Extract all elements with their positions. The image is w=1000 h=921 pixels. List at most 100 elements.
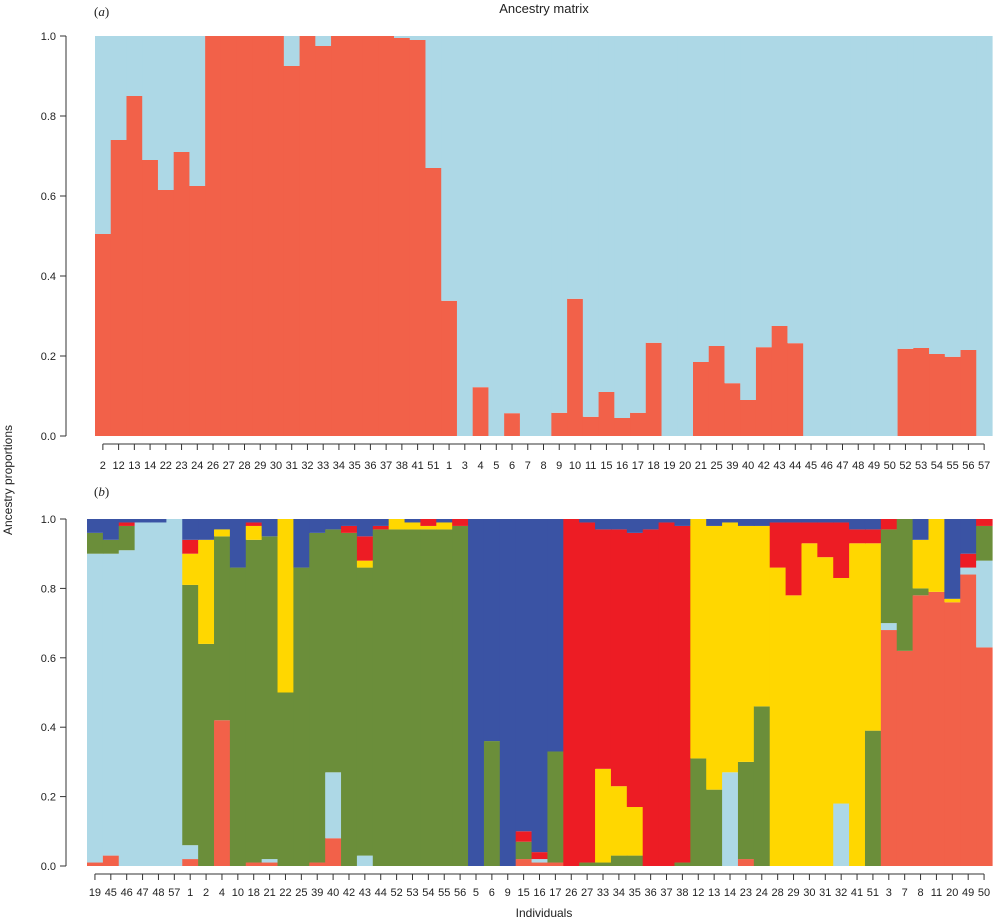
panel-a-bar-50-component-2: [881, 36, 899, 436]
panel-b-bar-50-component-3: [976, 525, 993, 561]
panel-b-bar-54-component-3: [420, 529, 437, 866]
panel-a-bar-56-component-2: [960, 36, 977, 350]
panel-a-x-tick-label-41: 41: [411, 460, 423, 472]
panel-a-bar-41-component-2: [409, 36, 427, 40]
panel-b-bar-55-component-3: [436, 529, 453, 866]
panel-b-bar-41-component-4: [849, 543, 866, 866]
panel-a-bar-39-component-1: [724, 383, 741, 436]
panel-a-x-tick-label-35: 35: [349, 460, 361, 472]
panel-a-x-tick-label-14: 14: [144, 460, 156, 472]
panel-a-y-tick-label-5: 1.0: [41, 31, 56, 43]
panel-b-bar-4-component-4: [214, 529, 231, 537]
panel-b-bar-38-component-6: [674, 519, 691, 526]
panel-a-x-tick-label-27: 27: [223, 460, 235, 472]
panel-b-bar-40-component-1: [325, 838, 342, 866]
panel-b-bar-33-component-5: [595, 529, 612, 769]
panel-b-bar-51-component-3: [864, 730, 882, 866]
panel-a-bar-30-component-1: [268, 36, 285, 436]
panel-b-bar-29-component-6: [785, 519, 803, 523]
panel-a-bar-39-component-2: [724, 36, 741, 384]
panel-b-bar-23-component-4: [737, 525, 755, 762]
panel-b-bar-44-component-6: [372, 519, 390, 526]
panel-b-x-tick-label-42: 42: [343, 887, 355, 899]
panel-b-x-tick-label-8: 8: [917, 887, 923, 899]
panel-b-bar-27-component-5: [579, 522, 596, 863]
panel-a-bar-51-component-2: [425, 36, 442, 168]
panel-a-bar-26-component-1: [205, 36, 222, 436]
panel-b-bar-43-component-4: [356, 560, 374, 568]
panel-a-y-tick-label-2: 0.4: [41, 271, 56, 283]
panel-b-bar-46-component-2: [118, 550, 136, 866]
panel-a-bar-12-component-1: [110, 140, 128, 436]
panel-a-bar-13-component-2: [126, 36, 143, 96]
panel-b-bar-55-component-6: [436, 519, 453, 523]
panel-a-bar-17-component-2: [630, 36, 647, 413]
panel-b-bar-56-component-5: [452, 519, 469, 526]
panel-a-bar-42-component-1: [755, 347, 773, 436]
panel-b-x-tick-label-3: 3: [886, 887, 892, 899]
panel-b-bar-18-component-5: [245, 522, 263, 526]
panel-b-bar-30-component-6: [801, 519, 818, 523]
panel-b-bar-34-component-5: [610, 529, 628, 787]
panel-b-bar-50-component-5: [976, 519, 993, 526]
panel-b-x-tick-label-31: 31: [819, 887, 831, 899]
panel-a-x-tick-label-45: 45: [805, 460, 817, 472]
panel-a-x-tick-label-8: 8: [540, 460, 546, 472]
panel-a-x-tick-label-26: 26: [207, 460, 219, 472]
panel-a-bar-1-component-2: [441, 36, 458, 301]
panel-a-x-tick-label-1: 1: [446, 460, 452, 472]
panel-b-bar-7-component-1: [896, 650, 914, 866]
panel-b-x-tick-label-16: 16: [533, 887, 545, 899]
panel-a-bar-36-component-1: [362, 36, 379, 436]
panel-b-bar-55-component-4: [436, 522, 453, 530]
panel-b-x-tick-label-7: 7: [902, 887, 908, 899]
panel-b-bar-2-component-3: [198, 643, 215, 866]
panel-b-bar-15-component-5: [515, 831, 533, 842]
panel-a-bar-14-component-2: [142, 36, 159, 160]
panel-b-bar-43-component-5: [356, 536, 374, 561]
panel-b-bar-21-component-2: [261, 859, 279, 863]
panel-b-x-tick-label-49: 49: [962, 887, 974, 899]
panel-b-bar-35-component-5: [626, 532, 644, 808]
panel-b-bar-36-component-6: [642, 519, 660, 530]
panel-a-x-tick-label-57: 57: [978, 460, 990, 472]
panel-a-x-tick-label-34: 34: [333, 460, 345, 472]
panel-b-bar-45-component-2: [102, 553, 120, 856]
panel-b-x-tick-label-43: 43: [359, 887, 371, 899]
panel-b-bar-45-component-1: [102, 855, 120, 866]
panel-b-x-tick-label-54: 54: [422, 887, 434, 899]
panel-a-x-tick-label-39: 39: [726, 460, 738, 472]
panel-a-x-tick-label-2: 2: [100, 460, 106, 472]
panel-b-x-tick-label-48: 48: [152, 887, 164, 899]
panel-b-x-tick-label-37: 37: [660, 887, 672, 899]
panel-b-bar-50-component-1: [976, 647, 993, 866]
panel-b-bar-23-component-6: [737, 519, 755, 526]
panel-b-x-tick-label-55: 55: [438, 887, 450, 899]
panel-b-bar-38-component-5: [674, 525, 691, 863]
panel-a-x-tick-label-43: 43: [773, 460, 785, 472]
panel-a-x-tick-label-42: 42: [758, 460, 770, 472]
panel-a-bar-28-component-1: [236, 36, 253, 436]
panel-a-bar-56-component-1: [960, 350, 977, 436]
panel-b-bar-15-component-1: [515, 859, 533, 866]
panel-b-bar-14-component-6: [722, 519, 739, 523]
panel-b-bar-20-component-4: [944, 598, 961, 603]
panel-b-bar-16-component-6: [531, 519, 549, 853]
panel-a-bar-8-component-2: [535, 36, 552, 436]
panel-a-x-tick-label-51: 51: [427, 460, 439, 472]
panel-a-x-tick-label-10: 10: [569, 460, 581, 472]
panel-a-bar-34-component-1: [331, 36, 348, 436]
panel-a-bar-4-component-2: [472, 36, 490, 388]
panel-b-bar-4-component-1: [214, 720, 231, 866]
panel-b-chart: 0.00.20.40.60.81.019 45 46 47 48 57 1 2 4 10 18 21 2…: [41, 514, 993, 899]
panel-a-bar-15-component-1: [598, 392, 615, 436]
panel-b-bar-16-component-5: [531, 852, 549, 860]
panel-b-letter: b: [98, 484, 105, 499]
panel-a-x-tick-label-31: 31: [286, 460, 298, 472]
panel-b-bar-28-component-4: [769, 567, 787, 866]
panel-b-bar-22-component-3: [277, 692, 295, 866]
panel-b-x-tick-label-45: 45: [105, 887, 117, 899]
panel-a-bar-44-component-1: [787, 343, 804, 436]
panel-b-bar-18-component-1: [245, 862, 263, 866]
panel-b-bar-49-component-2: [960, 567, 977, 575]
